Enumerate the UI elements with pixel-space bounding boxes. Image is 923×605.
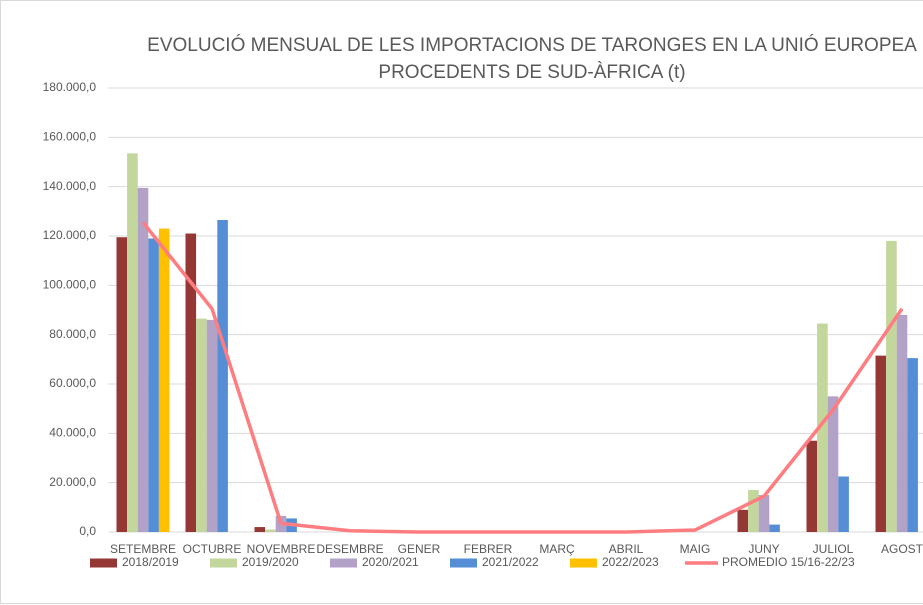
bar [907,358,918,532]
bar [748,490,759,532]
bar [158,228,170,532]
x-tick-label: DESEMBRE [316,542,383,556]
bar [827,396,839,532]
bar [817,323,828,532]
bar [148,238,159,532]
legend-swatch [90,558,117,568]
legend-swatch [450,558,477,568]
legend-swatch [210,558,237,568]
bar [185,233,197,533]
legend-label: 2018/2019 [122,555,179,569]
bar [196,318,207,532]
bar [116,237,128,532]
y-tick-label: 0,0 [79,524,96,538]
x-tick-label: JUNY [748,542,779,556]
x-tick-label: FEBRER [464,542,513,556]
x-tick-label: GENER [398,542,441,556]
chart-title: PROCEDENTS DE SUD-ÀFRICA (t) [378,62,685,83]
y-tick-label: 160.000,0 [43,130,97,144]
bar [265,529,276,532]
x-tick-label: SETEMBRE [110,542,176,556]
y-tick-label: 40.000,0 [49,426,96,440]
x-tick-label: MAIG [680,542,711,556]
legend-label: 2020/2021 [362,555,419,569]
line [141,221,904,534]
y-tick-label: 120.000,0 [43,228,97,242]
x-tick-label: NOVEMBRE [247,542,316,556]
y-tick-label: 180.000,0 [43,80,97,94]
x-tick-label: ABRIL [609,542,644,556]
bar [737,509,749,532]
y-tick-label: 20.000,0 [49,475,96,489]
y-tick-label: 140.000,0 [43,179,97,193]
bar [875,355,887,532]
bar [769,524,780,532]
y-tick-label: 60.000,0 [49,376,96,390]
x-tick-label: AGOST [881,542,923,556]
bar [217,219,228,532]
legend-label: 2022/2023 [602,555,659,569]
bar [758,495,770,532]
legend-swatch [570,558,597,568]
bar [838,476,849,532]
y-tick-label: 100.000,0 [43,278,97,292]
legend-swatch [330,558,357,568]
bar [137,187,149,532]
bar [127,153,138,532]
bar [886,240,897,532]
chart-title: EVOLUCIÓ MENSUAL DE LES IMPORTACIONS DE … [147,34,917,56]
legend-label: 2021/2022 [482,555,539,569]
bar [896,314,908,532]
y-tick-label: 80.000,0 [49,327,96,341]
bar [806,440,818,532]
legend-label: 2019/2020 [242,555,299,569]
x-tick-label: MARÇ [539,542,575,556]
x-tick-label: JULIOL [813,542,854,556]
legend-label: PROMEDIO 15/16-22/23 [722,555,855,569]
bar [254,527,266,532]
x-tick-label: OCTUBRE [183,542,242,556]
bar [206,319,218,532]
